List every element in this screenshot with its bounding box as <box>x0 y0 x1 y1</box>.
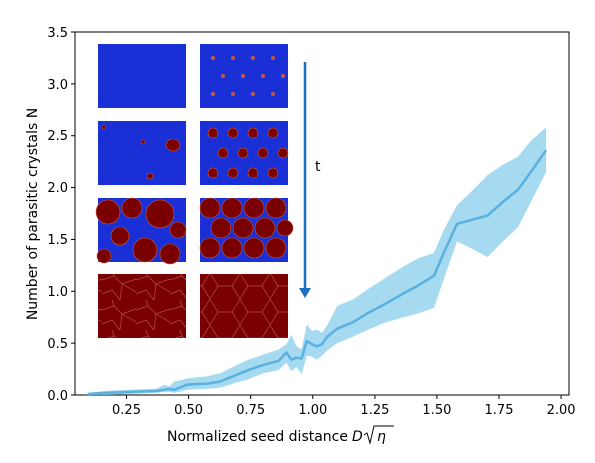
x-tick-label: 1.75 <box>485 403 514 418</box>
y-axis: 0.0 0.5 1.0 1.5 2.0 2.5 3.0 3.5 <box>47 26 75 404</box>
x-tick-label: 1.50 <box>422 403 451 418</box>
inset-ordered-final <box>200 274 288 338</box>
x-tick-label: 1.00 <box>298 403 327 418</box>
sqrt-sign <box>363 425 394 445</box>
y-tick-label: 1.5 <box>47 233 68 248</box>
grains <box>101 124 181 180</box>
grains <box>95 197 187 265</box>
inset-panels <box>95 44 294 338</box>
y-tick-label: 3.5 <box>47 26 68 41</box>
x-tick-label: 2.00 <box>547 403 576 418</box>
inset-random-final <box>98 274 186 338</box>
inset-random-stage-2 <box>98 121 186 185</box>
inset-random-stage-1 <box>98 44 186 108</box>
x-axis: 0.25 0.50 0.75 1.00 1.25 1.50 1.75 2.00 <box>112 395 576 418</box>
plot-area-frame <box>74 31 570 396</box>
grains <box>199 197 294 259</box>
y-tick-label: 0.0 <box>47 389 68 404</box>
y-tick-label: 3.0 <box>47 78 68 93</box>
x-axis-symbol: D <box>352 429 363 445</box>
time-arrow-head-icon <box>299 288 311 298</box>
confidence-band <box>87 127 547 396</box>
x-tick-label: 1.25 <box>360 403 389 418</box>
y-tick-label: 1.0 <box>47 285 68 300</box>
y-tick-label: 2.0 <box>47 181 68 196</box>
y-axis-label: Number of parasitic crystals N <box>25 108 41 320</box>
y-tick-label: 2.5 <box>47 129 68 144</box>
x-axis-label: Normalized seed distance <box>167 429 348 445</box>
x-tick-label: 0.25 <box>112 403 141 418</box>
x-axis-radicand: η <box>377 429 386 445</box>
time-annotation: t <box>315 159 321 175</box>
x-tick-label: 0.75 <box>236 403 265 418</box>
y-tick-label: 0.5 <box>47 337 68 352</box>
seed-dots <box>211 56 285 96</box>
mean-series-line <box>87 149 548 396</box>
x-tick-label: 0.50 <box>174 403 203 418</box>
grains <box>207 127 289 179</box>
